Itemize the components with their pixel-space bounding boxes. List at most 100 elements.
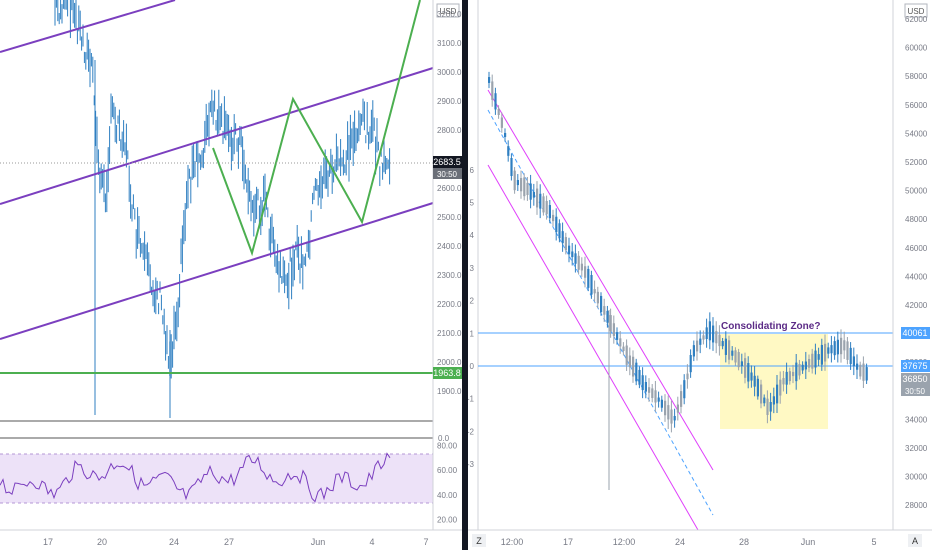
rsi-axis[interactable]: 80.00 60.00 40.00 20.00 [437, 442, 458, 525]
candle-body [817, 354, 820, 360]
candle-body [683, 380, 686, 399]
candle-body [619, 338, 622, 347]
currency-box[interactable] [436, 3, 460, 18]
candle-body [564, 237, 567, 251]
candle-body [516, 179, 519, 186]
channel-middle-line[interactable] [0, 67, 434, 205]
left-price-series [54, 0, 391, 418]
candle-body [488, 77, 491, 83]
candle-body [507, 146, 510, 156]
candle-body [689, 355, 692, 373]
candle-body [644, 382, 647, 392]
rsi-tick-label: 80.00 [437, 442, 458, 451]
candle-body [622, 346, 625, 352]
candle-body [763, 397, 766, 404]
time-tick-label: 20 [97, 537, 107, 547]
right-time-tick-label: 17 [563, 537, 573, 547]
time-tick-label: 7 [423, 537, 428, 547]
descending-channel-upper[interactable] [487, 89, 714, 471]
percent-tick-label: 6 [470, 166, 475, 175]
percent-tick-label: 5 [470, 199, 475, 208]
price-tick-label: 1900.0 [437, 387, 462, 396]
zigzag-pattern-line[interactable] [212, 0, 421, 257]
candle-body [712, 325, 715, 343]
candle-body [606, 310, 609, 323]
candle-body [859, 364, 862, 377]
right-percent-axis[interactable]: 6 5 4 3 2 1 0 -1 -2 -3 [467, 166, 475, 469]
candle-body [494, 93, 497, 110]
consolidating-zone-annotation[interactable]: Consolidating Zone? [721, 321, 820, 332]
price-tick-label: 3000.0 [437, 68, 462, 77]
candle-body [539, 193, 542, 209]
left-chart-panel[interactable]: USD 3200.03100.03000.02900.02800.02700.0… [0, 0, 462, 550]
candle-body [654, 390, 657, 403]
candle-body [788, 371, 791, 382]
auto-scale-button[interactable] [908, 534, 922, 547]
price-tick-label: 2200.0 [437, 300, 462, 309]
candle-body [536, 188, 539, 208]
right-price-tick-label: 30000 [905, 473, 928, 482]
rsi-tick-label: 60.00 [437, 466, 458, 475]
candle-body [504, 132, 507, 138]
right-time-axis[interactable]: 12:00 17 12:00 24 28 Jun 5 [501, 537, 877, 547]
left-chart-canvas[interactable]: USD 3200.03100.03000.02900.02800.02700.0… [0, 0, 462, 550]
candle-body [580, 263, 583, 271]
channel-top-line[interactable] [0, 0, 176, 53]
consolidating-zone-box[interactable] [720, 334, 828, 429]
percent-tick-label: 4 [470, 231, 475, 240]
candle-body [651, 388, 654, 399]
right-price-axis[interactable]: 62000 60000 58000 56000 54000 52000 50000 48000… [905, 15, 928, 510]
panel-divider[interactable] [462, 0, 468, 550]
candle-body [491, 81, 494, 100]
candle-body [571, 251, 574, 258]
candle-body [750, 372, 753, 381]
price-tick-label: 2600.0 [437, 184, 462, 193]
candle-body [836, 339, 839, 355]
candle-body [756, 378, 759, 397]
candle-body [792, 371, 795, 377]
descending-channel-lower[interactable] [487, 164, 699, 531]
rsi-line [0, 452, 391, 503]
left-time-axis[interactable]: 17 20 24 27 Jun 4 7 [43, 537, 429, 547]
right-price-tick-label: 46000 [905, 244, 928, 253]
right-price-tick-label: 42000 [905, 301, 928, 310]
right-time-tick-label: 12:00 [501, 537, 524, 547]
right-price-series [488, 71, 868, 490]
candle-body [574, 253, 577, 264]
candle-body [737, 352, 740, 368]
candle-body [772, 396, 775, 405]
zero-scale-button[interactable] [472, 534, 486, 547]
right-chart-panel[interactable]: Consolidating Zone? 6 5 4 3 2 1 0 -1 -2 -3 USD 62… [467, 0, 932, 550]
right-price-tick-label: 50000 [905, 187, 928, 196]
candle-body [648, 387, 651, 393]
right-price-tick-label: 60000 [905, 44, 928, 53]
candle-body [795, 362, 798, 382]
candle-body [542, 196, 545, 213]
candle-body [584, 266, 587, 278]
right-chart-canvas[interactable]: Consolidating Zone? 6 5 4 3 2 1 0 -1 -2 -3 USD 62… [467, 0, 932, 550]
candle-body [852, 356, 855, 367]
candle-body [856, 363, 859, 370]
resistance-price-label: 40061 [902, 328, 927, 338]
time-tick-label: 24 [169, 537, 179, 547]
percent-tick-label: 3 [470, 264, 475, 273]
right-currency-box[interactable] [904, 3, 928, 18]
right-price-tick-label: 34000 [905, 415, 928, 424]
candle-body [734, 350, 737, 363]
right-price-tick-label: 52000 [905, 158, 928, 167]
price-tick-label: 2400.0 [437, 242, 462, 251]
candle-body [568, 245, 571, 255]
candle-body [776, 384, 779, 404]
percent-tick-label: -1 [468, 395, 475, 404]
candle-body [497, 109, 500, 115]
right-time-tick-label: 28 [739, 537, 749, 547]
candle-body [638, 369, 641, 385]
zero-scale-label: Z [476, 536, 482, 546]
candle-body [532, 192, 535, 198]
left-price-axis[interactable]: 3200.03100.03000.02900.02800.02700.02600… [437, 10, 462, 396]
candle-body [782, 378, 785, 385]
candle-body [667, 405, 670, 420]
channel-bottom-line[interactable] [0, 202, 434, 340]
price-tick-label: 2900.0 [437, 97, 462, 106]
right-time-tick-label: 12:00 [613, 537, 636, 547]
